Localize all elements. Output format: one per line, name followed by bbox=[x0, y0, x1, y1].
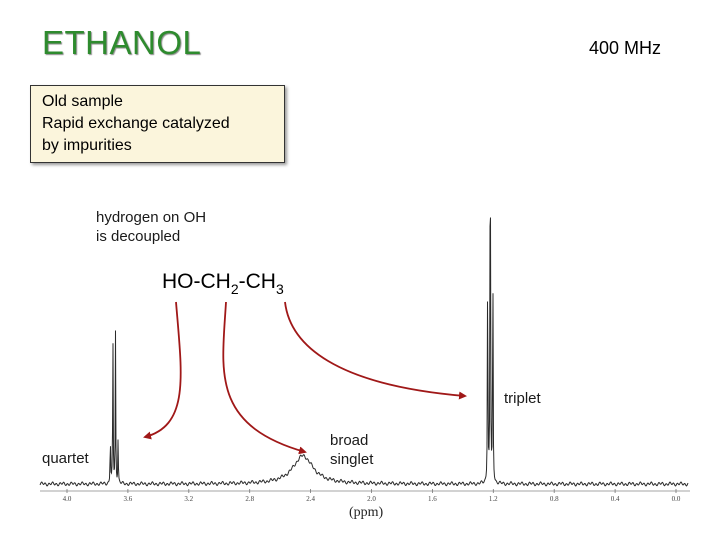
quartet-label: quartet bbox=[42, 450, 89, 467]
slide-title: ETHANOL bbox=[42, 24, 202, 61]
note-line: Old sample bbox=[42, 93, 123, 110]
x-tick-label: 0.0 bbox=[672, 495, 681, 503]
broad-singlet-label-line: singlet bbox=[330, 451, 374, 468]
arrow-to-triplet bbox=[284, 301, 467, 400]
x-tick-label: 1.6 bbox=[428, 495, 437, 503]
triplet-label: triplet bbox=[504, 390, 541, 407]
formula-part: HO-CH bbox=[162, 270, 231, 293]
assignment-arrows bbox=[143, 301, 467, 455]
sample-note-box: Old sample Rapid exchange catalyzed by i… bbox=[30, 85, 285, 163]
decoupling-note-line: is decoupled bbox=[96, 228, 181, 245]
formula-part: -CH bbox=[238, 270, 276, 293]
x-tick-label: 1.2 bbox=[489, 495, 498, 503]
ethanol-formula: HO-CH2-CH3 bbox=[162, 270, 284, 297]
formula-subscript: 3 bbox=[275, 281, 284, 297]
arrow-to-quartet bbox=[143, 301, 182, 440]
x-tick-label: 3.2 bbox=[184, 495, 193, 503]
spectrometer-frequency: 400 MHz bbox=[589, 38, 662, 58]
note-line: Rapid exchange catalyzed bbox=[42, 115, 230, 132]
x-tick-label: 2.8 bbox=[245, 495, 254, 503]
broad-singlet-label: broad singlet bbox=[330, 431, 373, 469]
x-axis-label: (ppm) bbox=[349, 505, 384, 520]
note-line: by impurities bbox=[42, 137, 132, 154]
x-tick-label: 0.8 bbox=[550, 495, 559, 503]
broad-singlet-label-line: broad bbox=[330, 432, 369, 449]
x-tick-label: 2.0 bbox=[367, 495, 376, 503]
spectrum-line bbox=[39, 217, 689, 487]
x-tick-label: 3.6 bbox=[124, 495, 133, 503]
decoupling-note: hydrogen on OH is decoupled bbox=[96, 208, 206, 246]
x-tick-label: 0.4 bbox=[611, 495, 620, 503]
formula-subscript: 2 bbox=[230, 281, 239, 297]
x-tick-label: 2.4 bbox=[306, 495, 315, 503]
x-axis: 4.0 3.6 3.2 2.8 2.4 2.0 1.6 1.2 0.8 0.4 0.0 bbox=[40, 489, 690, 503]
decoupling-note-line: hydrogen on OH bbox=[96, 209, 207, 226]
spectrum-trace bbox=[39, 217, 689, 487]
arrow-to-broad-singlet bbox=[222, 301, 307, 455]
x-tick-label: 4.0 bbox=[63, 495, 72, 503]
